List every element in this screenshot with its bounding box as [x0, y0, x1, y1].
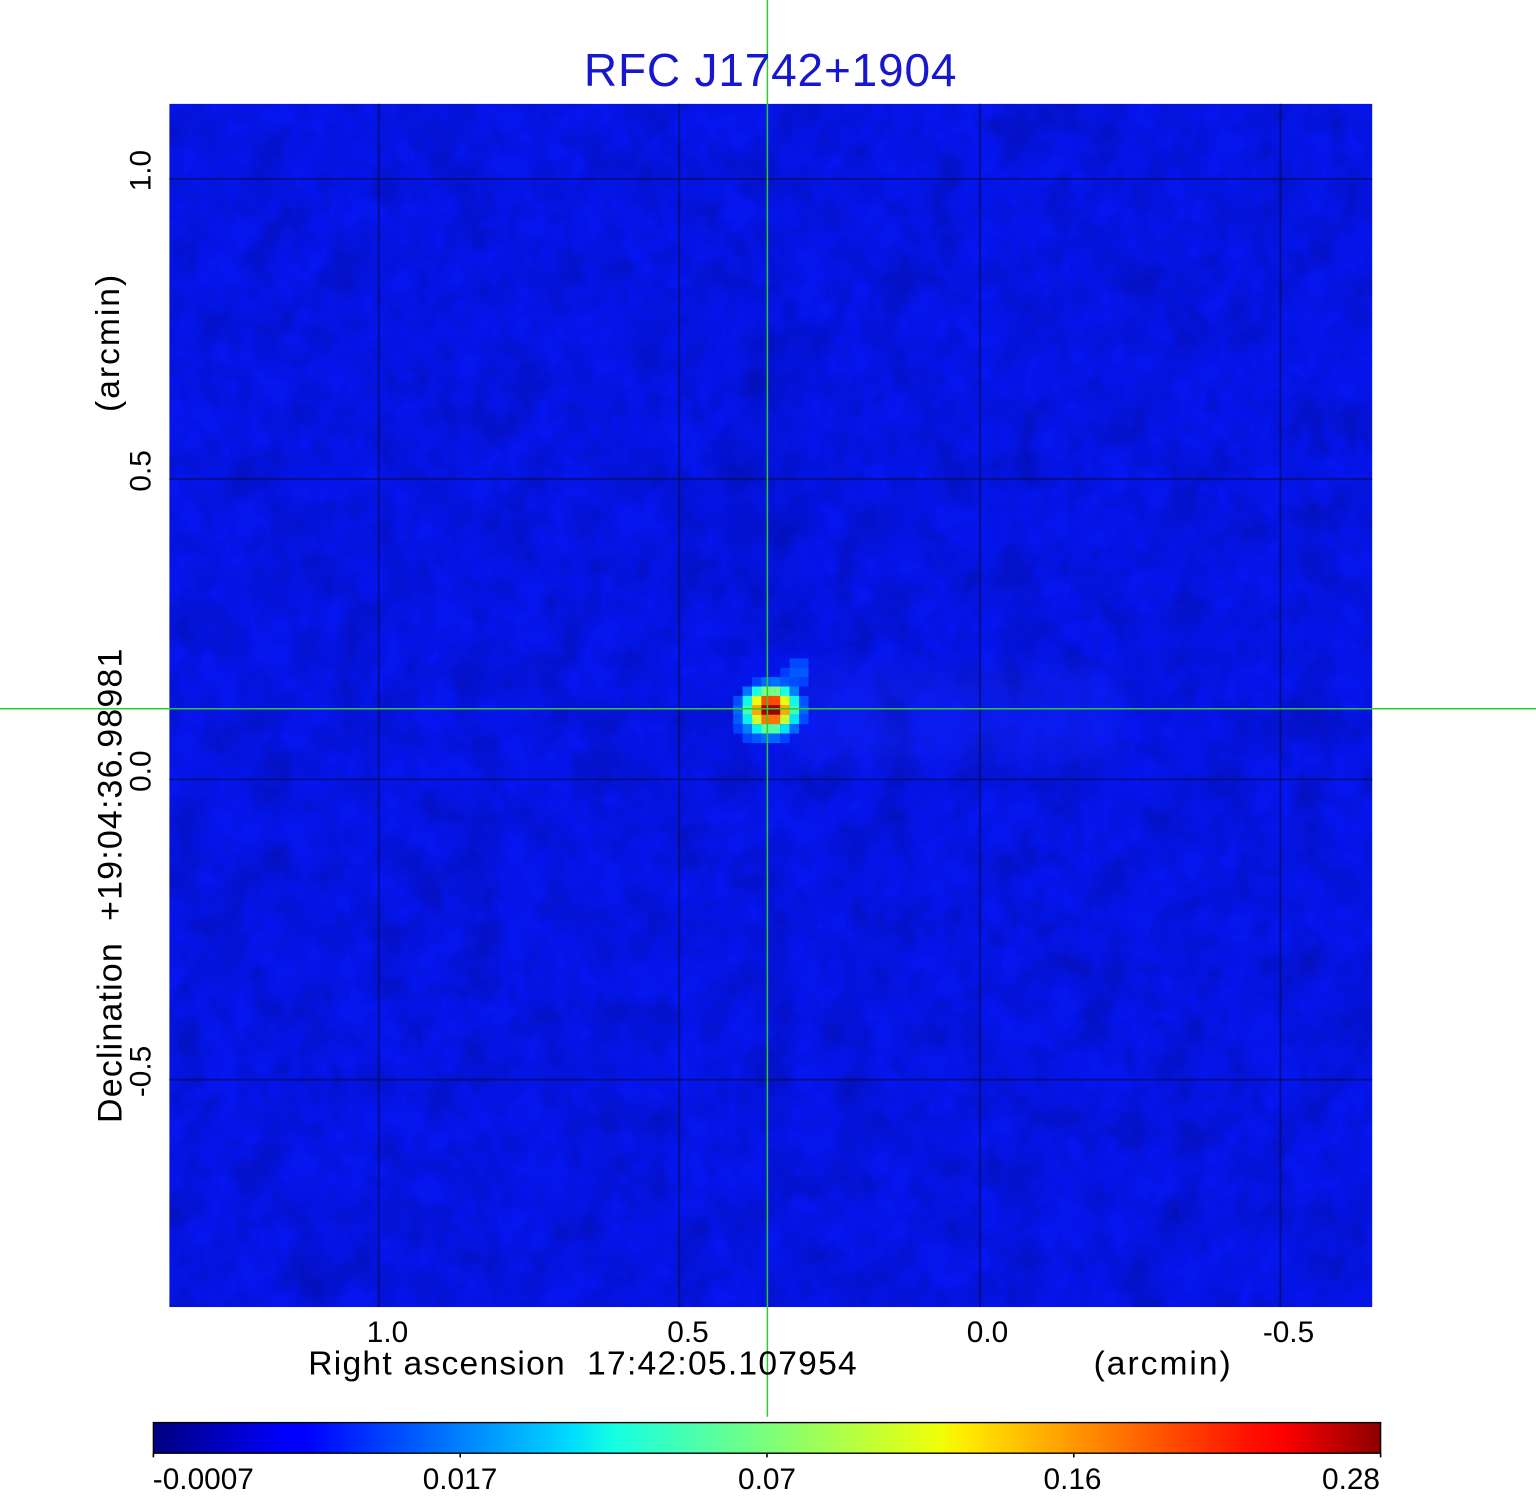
svg-text:0.5: 0.5	[125, 450, 158, 491]
svg-text:0.0: 0.0	[125, 750, 158, 791]
svg-text:0.28: 0.28	[1322, 1463, 1380, 1496]
svg-text:-0.5: -0.5	[1263, 1316, 1314, 1349]
svg-text:0.07: 0.07	[738, 1463, 796, 1496]
svg-text:Right ascension 17:42:05.1079: Right ascension 17:42:05.107954	[308, 1345, 858, 1382]
svg-text:RFC J1742+1904: RFC J1742+1904	[584, 44, 957, 96]
svg-text:0.017: 0.017	[423, 1463, 498, 1496]
svg-text:1.0: 1.0	[367, 1316, 408, 1349]
svg-text:Declination +19:04:36.98981: Declination +19:04:36.98981	[92, 647, 130, 1122]
svg-text:0.0: 0.0	[967, 1316, 1008, 1349]
svg-text:(arcmin): (arcmin)	[1094, 1345, 1233, 1382]
svg-text:-0.5: -0.5	[125, 1046, 158, 1097]
svg-text:-0.0007: -0.0007	[153, 1463, 254, 1496]
svg-text:(arcmin): (arcmin)	[90, 273, 127, 412]
svg-text:1.0: 1.0	[125, 150, 158, 191]
svg-text:0.5: 0.5	[667, 1316, 708, 1349]
svg-text:0.16: 0.16	[1044, 1463, 1102, 1496]
